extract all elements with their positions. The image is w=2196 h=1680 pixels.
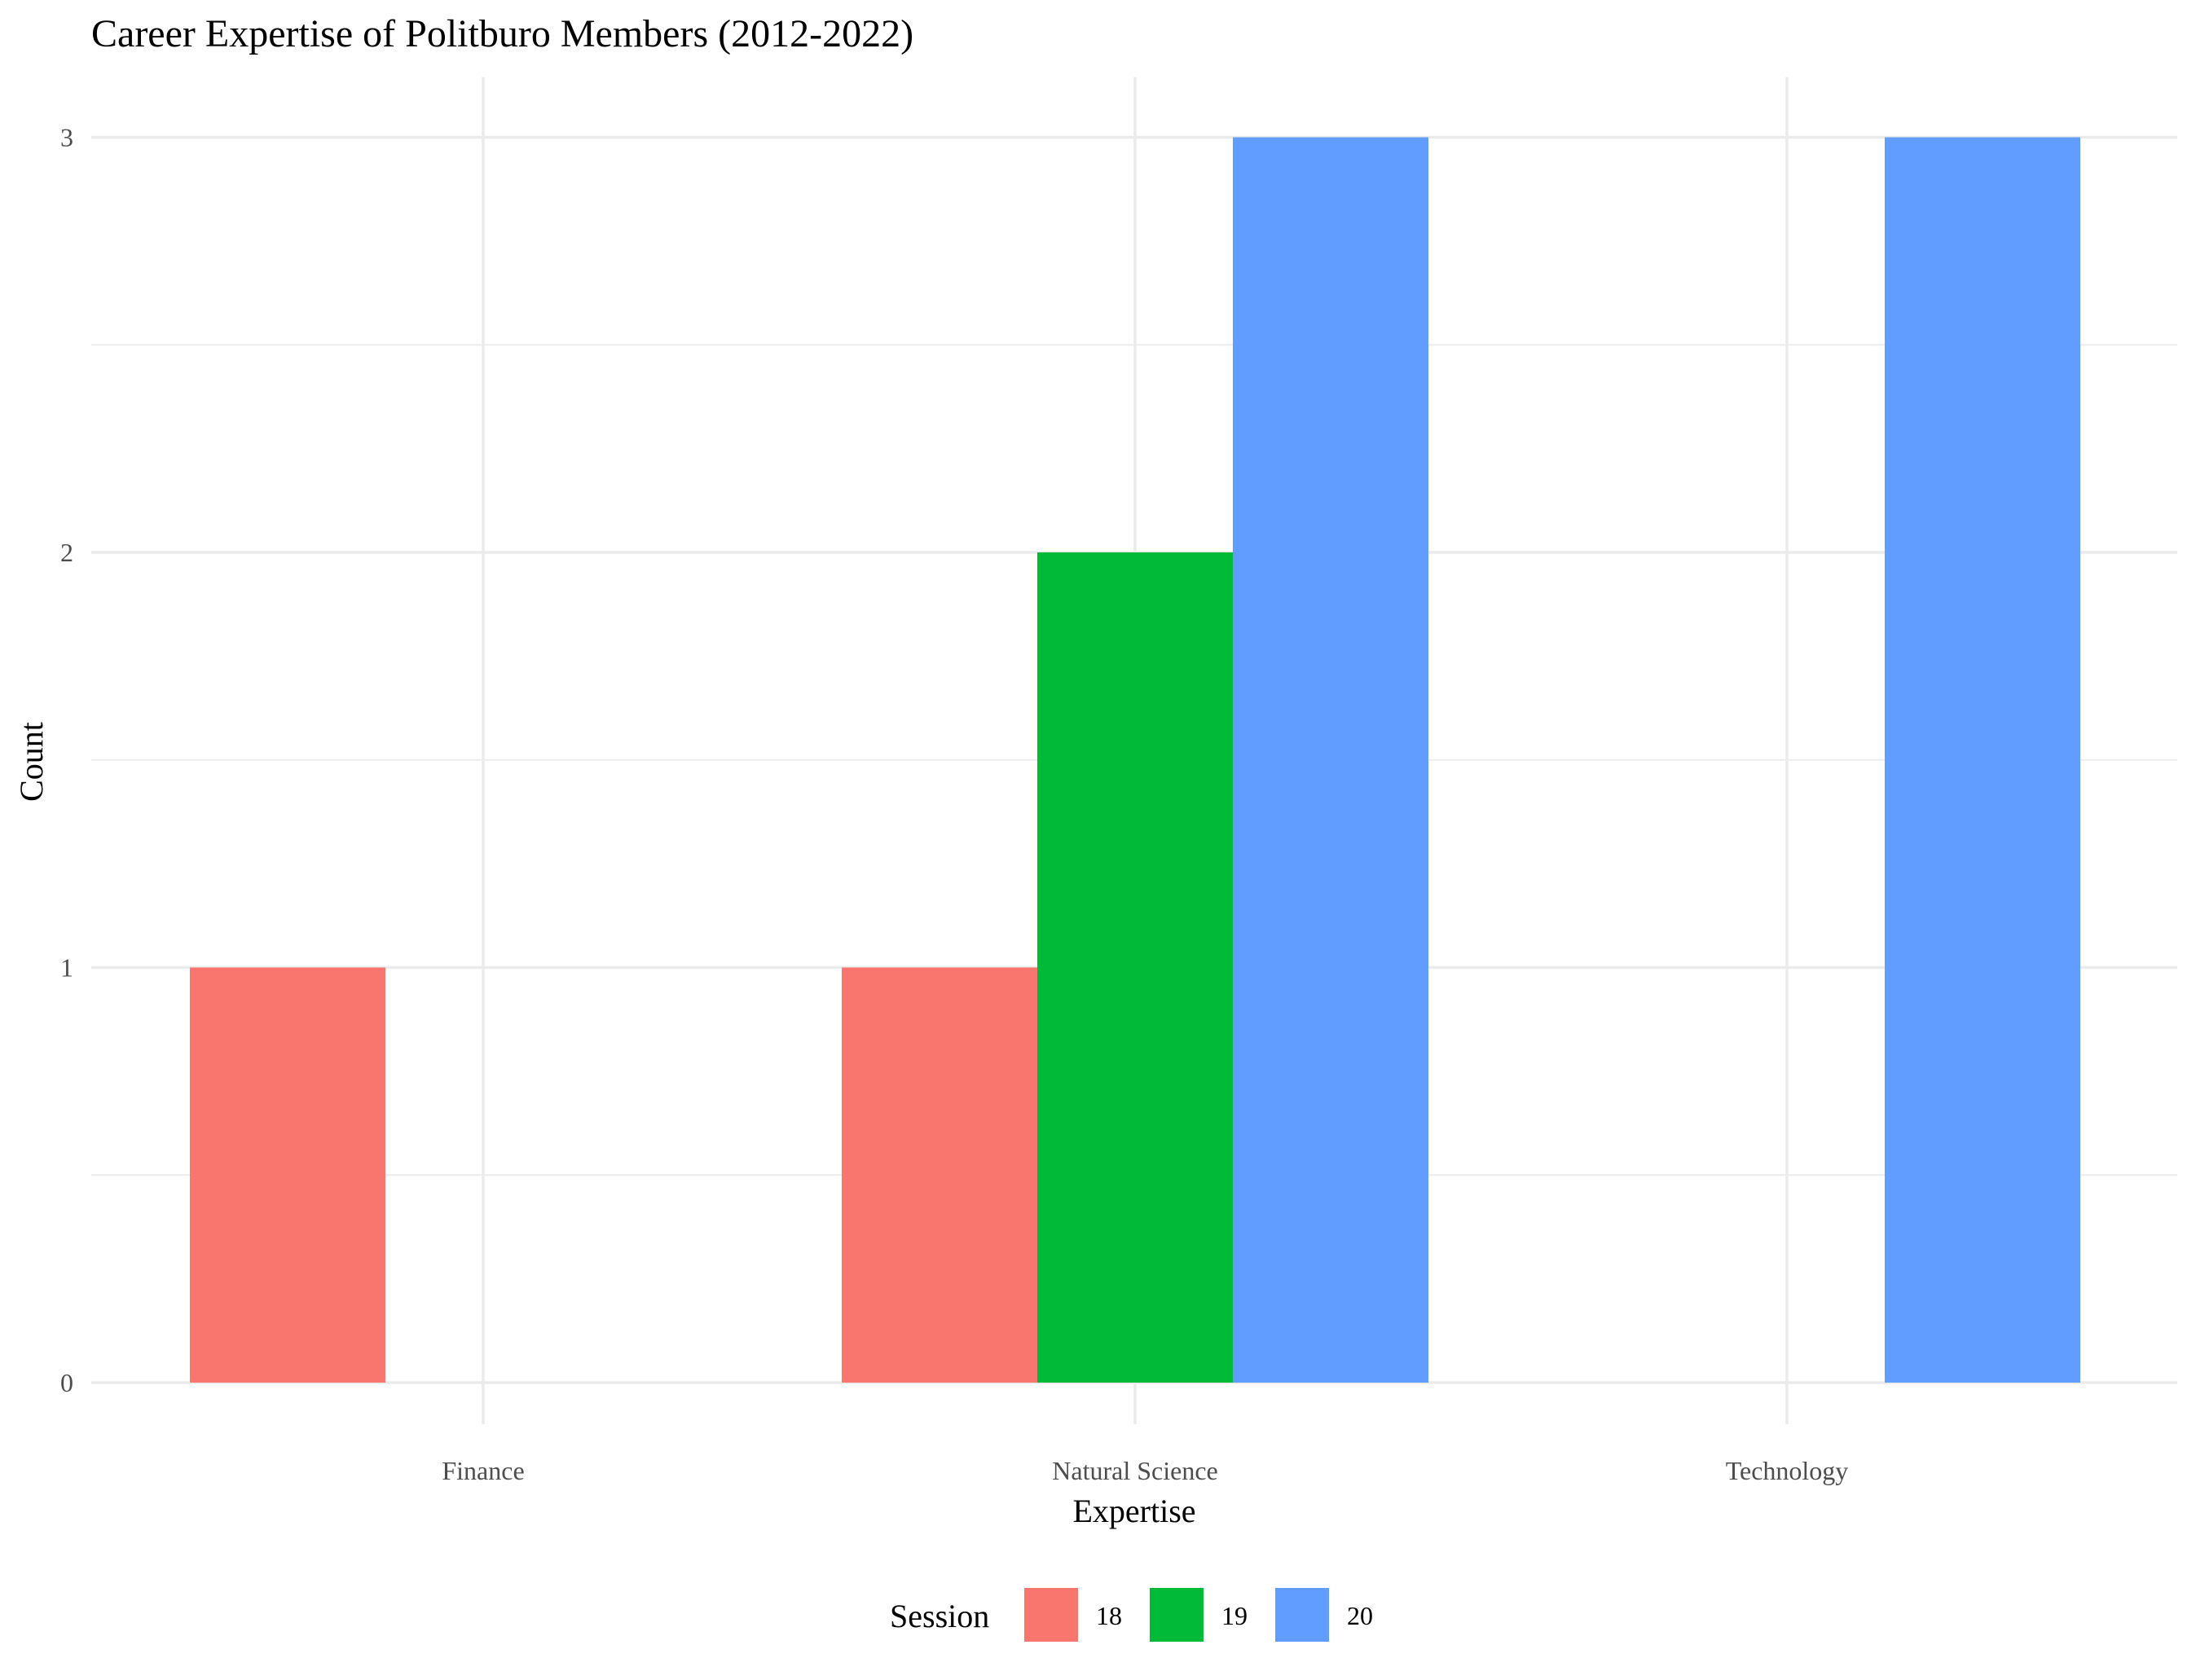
- bar-natural-science-session-20: [1233, 137, 1428, 1383]
- x-tick-labels: Finance Natural Science Technology: [442, 1456, 1848, 1485]
- legend-label: 18: [1096, 1601, 1122, 1630]
- y-tick-label: 3: [60, 123, 73, 152]
- legend-label: 19: [1221, 1601, 1248, 1630]
- x-axis-title: Expertise: [1072, 1493, 1195, 1529]
- x-tick-label: Natural Science: [1052, 1456, 1217, 1485]
- bar-natural-science-session-19: [1037, 552, 1233, 1383]
- y-tick-label: 1: [60, 953, 73, 983]
- y-tick-label: 0: [60, 1368, 73, 1397]
- y-axis-title: Count: [13, 722, 50, 802]
- chart-title: Career Expertise of Politburo Members (2…: [91, 12, 913, 55]
- legend-label: 20: [1347, 1601, 1373, 1630]
- x-tick-label: Technology: [1726, 1456, 1849, 1485]
- y-tick-labels: 0 1 2 3: [60, 123, 73, 1398]
- legend-key-session-18: [1024, 1588, 1078, 1642]
- x-tick-label: Finance: [442, 1456, 524, 1485]
- legend-title: Session: [890, 1598, 989, 1634]
- legend-key-session-19: [1150, 1588, 1204, 1642]
- bar-finance-session-18: [190, 967, 385, 1383]
- legend: Session 18 19 20: [890, 1588, 1373, 1642]
- y-tick-label: 2: [60, 538, 73, 567]
- legend-key-session-20: [1275, 1588, 1329, 1642]
- bar-technology-session-20: [1885, 137, 2080, 1383]
- bars: [190, 137, 2080, 1383]
- bar-natural-science-session-18: [842, 967, 1037, 1383]
